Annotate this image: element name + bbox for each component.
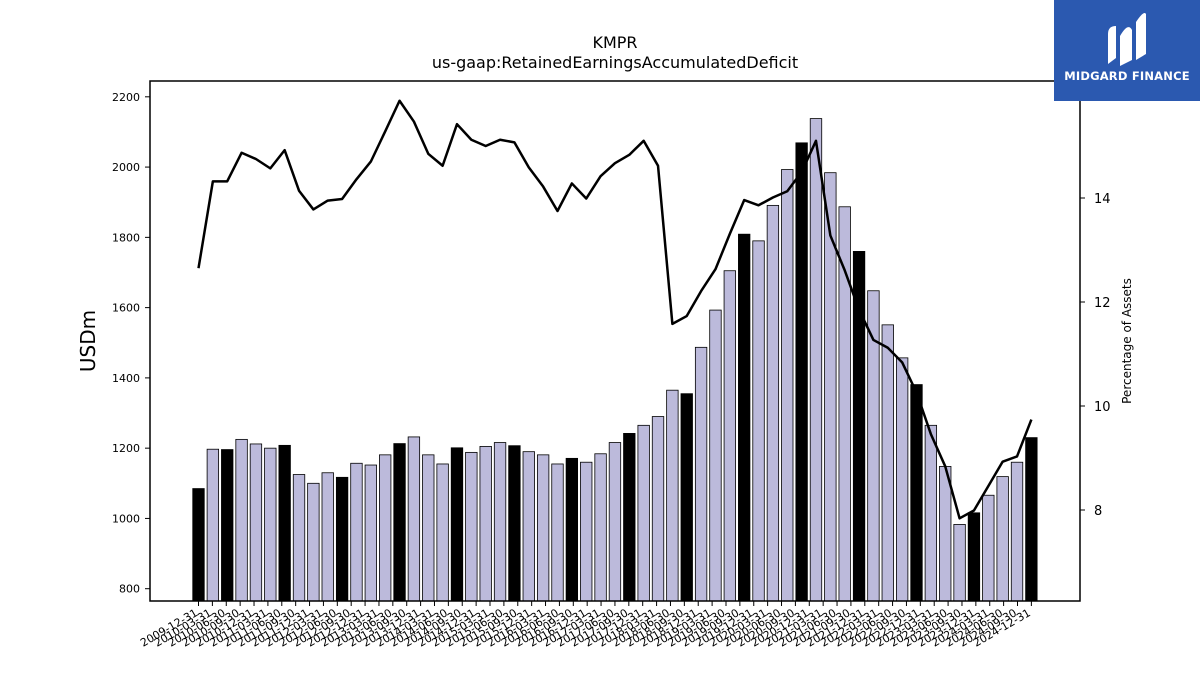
bar (852, 251, 866, 602)
bar (379, 454, 392, 602)
bar (407, 436, 421, 602)
bar (465, 451, 478, 602)
bar (321, 472, 334, 602)
y2-tick-label: 12 (1094, 296, 1111, 311)
bar (680, 393, 693, 602)
bar (551, 463, 564, 602)
bar (1025, 437, 1038, 602)
bar (939, 466, 952, 602)
x-axis: 2009-12-312010-03-312010-06-302010-09-30… (138, 601, 1033, 650)
bar (565, 457, 579, 602)
bar (651, 416, 665, 602)
bar (580, 461, 593, 602)
bar (235, 438, 248, 602)
y-axis-right: 8 10 12 14 (1080, 192, 1111, 519)
bar (795, 142, 808, 602)
bar (536, 454, 550, 602)
y-tick-label: 800 (119, 583, 140, 596)
bar (508, 445, 521, 602)
bar (881, 324, 894, 602)
bar (838, 206, 851, 602)
bar (766, 204, 780, 602)
y-axis-label: USDm (76, 310, 100, 372)
bar (522, 451, 535, 602)
logo-text: MIDGARD FINANCE (1064, 69, 1190, 83)
bar (982, 494, 995, 602)
bar (422, 454, 435, 602)
bar (350, 462, 363, 602)
logo-mark-icon (1108, 13, 1146, 66)
y-tick-label: 1400 (112, 372, 140, 385)
chart-title: KMPR (592, 33, 637, 52)
bar (953, 524, 966, 602)
bar (479, 446, 492, 602)
y2-axis-label: Percentage of Assets (1120, 278, 1134, 404)
bar (206, 448, 220, 602)
bar (738, 233, 751, 602)
bar (278, 444, 291, 602)
bar (694, 346, 708, 602)
y-tick-label: 2200 (112, 91, 140, 104)
bar (608, 442, 622, 602)
series-line (197, 99, 1033, 520)
bar (996, 476, 1009, 602)
y-tick-label: 1600 (112, 302, 140, 315)
bar (192, 488, 205, 602)
bar-series (192, 118, 1038, 602)
bar (450, 447, 464, 602)
bar (752, 240, 765, 602)
brand-logo: MIDGARD FINANCE (1054, 0, 1200, 101)
bar (781, 169, 794, 602)
bar (910, 384, 923, 602)
bar (335, 476, 349, 602)
bar (967, 512, 981, 602)
bar (393, 443, 406, 602)
bar (723, 270, 736, 602)
y2-tick-label: 14 (1094, 192, 1111, 207)
bar (493, 442, 507, 602)
bar (292, 474, 306, 602)
line-series (197, 99, 1033, 520)
bar (623, 433, 636, 602)
bar (637, 424, 650, 602)
bar (264, 447, 277, 602)
y-tick-label: 2000 (112, 161, 140, 174)
y-axis-left: 800 1000 1200 1400 1600 1800 2000 2200 (112, 91, 150, 596)
bar (249, 443, 263, 602)
y-tick-label: 1800 (112, 231, 140, 244)
y-tick-label: 1200 (112, 442, 140, 455)
bar (666, 389, 679, 602)
bar (436, 463, 449, 602)
bar (924, 424, 938, 602)
y-tick-label: 1000 (112, 512, 140, 525)
bar (709, 309, 722, 602)
bar (594, 453, 607, 602)
bar (364, 464, 377, 602)
y2-tick-label: 10 (1094, 400, 1111, 415)
chart-subtitle: us-gaap:RetainedEarningsAccumulatedDefic… (432, 53, 798, 72)
y2-tick-label: 8 (1094, 504, 1102, 519)
bar (307, 482, 320, 602)
bar (221, 449, 234, 602)
bar (809, 118, 823, 602)
bar (895, 357, 909, 602)
bar (1010, 461, 1024, 602)
